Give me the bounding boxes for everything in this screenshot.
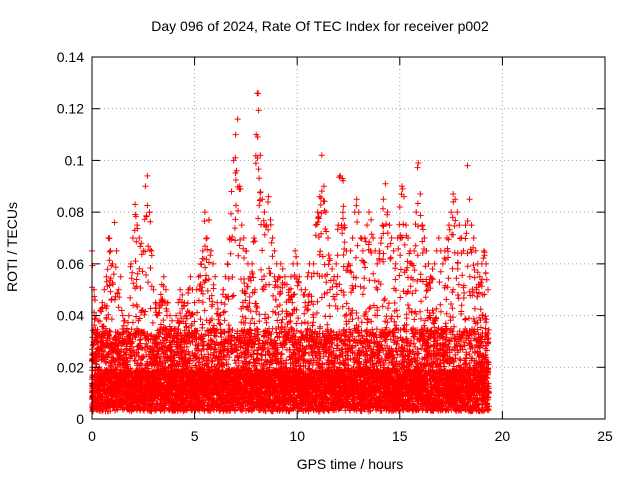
- axis-ticks: 0 0.02 0.04 0.06 0.08 0.1 0.12 0.14 0 5 10 15 20 25: [57, 49, 613, 444]
- x-tick-label: 25: [597, 428, 613, 444]
- y-tick-label: 0.04: [57, 308, 84, 324]
- x-tick-label: 0: [88, 428, 96, 444]
- x-axis-label: GPS time / hours: [296, 456, 404, 472]
- y-tick-label: 0.12: [57, 101, 84, 117]
- x-tick-label: 10: [289, 428, 305, 444]
- roti-point-markers: [89, 90, 492, 415]
- y-tick-label: 0.08: [57, 204, 84, 220]
- data-points: [89, 90, 492, 415]
- y-tick-label: 0.14: [57, 49, 84, 65]
- y-tick-label: 0: [76, 411, 84, 427]
- plot-frame: [91, 56, 606, 420]
- chart-title: Day 096 of 2024, Rate Of TEC Index for r…: [151, 18, 489, 34]
- y-axis-label-wrap: ROTI / TECUs: [4, 202, 22, 293]
- y-tick-label: 0.02: [57, 359, 84, 375]
- y-tick-label: 0.06: [57, 256, 84, 272]
- y-axis-label: ROTI / TECUs: [4, 202, 20, 292]
- y-tick-label: 0.1: [65, 152, 85, 168]
- x-tick-label: 20: [495, 428, 511, 444]
- x-tick-label: 5: [191, 428, 199, 444]
- x-tick-label: 15: [392, 428, 408, 444]
